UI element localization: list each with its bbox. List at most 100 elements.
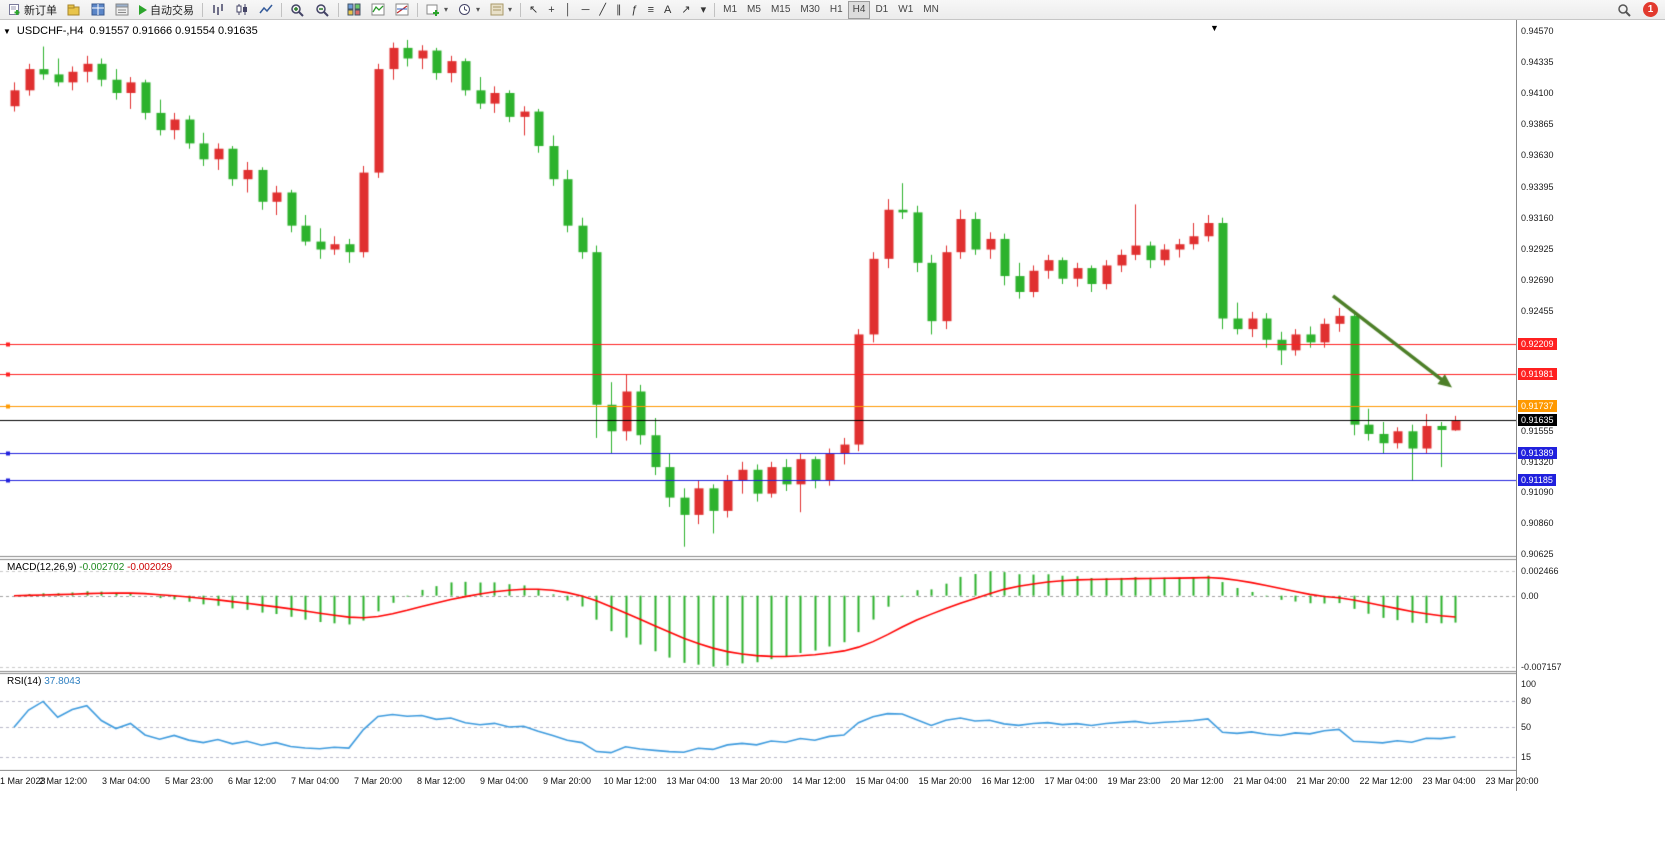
timeframe-button-mn[interactable]: MN bbox=[923, 4, 939, 15]
trendline-icon: ╱ bbox=[599, 4, 606, 16]
data-window-button[interactable] bbox=[110, 1, 134, 19]
time-axis-label: 7 Mar 20:00 bbox=[353, 776, 403, 786]
rsi-value: 37.8043 bbox=[44, 676, 81, 687]
price-tick-label: 0.93160 bbox=[1521, 212, 1554, 223]
zoom-in-button[interactable] bbox=[285, 1, 310, 19]
cycle-lines-icon: ≡ bbox=[647, 3, 655, 16]
price-tick-label: 0.94100 bbox=[1521, 87, 1554, 98]
macd-name: MACD(12,26,9) bbox=[7, 562, 77, 573]
time-axis-label: 16 Mar 12:00 bbox=[981, 776, 1035, 786]
time-axis-label: 6 Mar 12:00 bbox=[227, 776, 277, 786]
time-axis-label: 9 Mar 20:00 bbox=[542, 776, 592, 786]
toolbar-separator bbox=[714, 2, 716, 17]
trendline-button[interactable]: ╱ bbox=[594, 1, 611, 19]
equidistant-channel-icon: ∥ bbox=[616, 4, 622, 16]
timeframe-button-m15[interactable]: M15 bbox=[770, 4, 791, 15]
time-axis-label: 15 Mar 20:00 bbox=[918, 776, 972, 786]
indicators-button[interactable] bbox=[366, 1, 390, 19]
text-icon: A bbox=[664, 3, 672, 16]
time-axis-label: 13 Mar 20:00 bbox=[729, 776, 783, 786]
objects-list-icon bbox=[395, 3, 409, 16]
fibonacci-icon: ƒ bbox=[631, 3, 638, 16]
data-window-icon bbox=[115, 3, 129, 16]
profiles-button[interactable] bbox=[62, 1, 86, 19]
price-line-label-support: 0.91389 bbox=[1518, 446, 1557, 459]
price-tick-label: 0.93395 bbox=[1521, 181, 1554, 192]
cycle-lines-button[interactable]: ≡ bbox=[643, 1, 659, 19]
chevron-down-icon: ▾ bbox=[444, 5, 449, 14]
new-order-button[interactable]: 新订单 bbox=[3, 1, 62, 19]
timeframe-button-m5[interactable]: M5 bbox=[747, 4, 761, 15]
periods-button[interactable]: ▾ bbox=[453, 1, 485, 19]
text-button[interactable]: A bbox=[659, 1, 676, 19]
horizontal-line-button[interactable]: ─ bbox=[577, 1, 595, 19]
crosshair-icon: + bbox=[548, 3, 555, 16]
timeframe-button-w1[interactable]: W1 bbox=[898, 4, 914, 15]
shapes-dropdown[interactable]: ▾ bbox=[696, 1, 712, 19]
chevron-down-icon: ▾ bbox=[476, 5, 481, 14]
price-tick-label: 0.90860 bbox=[1521, 517, 1554, 528]
objects-list-button[interactable] bbox=[390, 1, 414, 19]
price-line-label-level: 0.91737 bbox=[1518, 400, 1557, 413]
crosshair-button[interactable]: + bbox=[543, 1, 559, 19]
templates-button[interactable]: ▾ bbox=[485, 1, 517, 19]
main-toolbar: 新订单 自动交易 bbox=[0, 0, 1665, 20]
price-tick-label: 0.92690 bbox=[1521, 275, 1554, 286]
line-chart-icon bbox=[259, 4, 273, 14]
chart-window: ▼ USDCHF-,H4 0.91557 0.91666 0.91554 0.9… bbox=[0, 20, 1665, 841]
autotrading-label: 自动交易 bbox=[150, 4, 194, 17]
time-axis-label: 10 Mar 12:00 bbox=[603, 776, 657, 786]
macd-scale-label: 0.002466 bbox=[1521, 566, 1559, 577]
timeframe-button-h4[interactable]: H4 bbox=[847, 0, 871, 19]
rsi-scale-label: 100 bbox=[1521, 679, 1537, 690]
tile-windows-button[interactable] bbox=[342, 1, 366, 19]
toolbar-right-group: 1 bbox=[1612, 1, 1662, 19]
time-axis[interactable]: 1 Mar 2023 2 Mar 12:00 3 Mar 04:00 5 Mar 23… bbox=[0, 774, 1539, 790]
time-axis-label: 23 Mar 04:00 bbox=[1422, 776, 1476, 786]
tile-windows-icon bbox=[347, 3, 361, 16]
timeframe-button-h1[interactable]: H1 bbox=[829, 4, 843, 15]
equidistant-channel-button[interactable]: ∥ bbox=[611, 1, 627, 19]
rsi-name: RSI(14) bbox=[7, 676, 42, 687]
clock-icon bbox=[459, 4, 471, 15]
rsi-panel-label: RSI(14) 37.8043 bbox=[7, 676, 80, 687]
new-chart-button[interactable]: ▾ bbox=[421, 1, 453, 19]
market-watch-button[interactable] bbox=[86, 1, 110, 19]
autotrading-button[interactable]: 自动交易 bbox=[134, 1, 199, 19]
line-chart-button[interactable] bbox=[254, 1, 278, 19]
drawing-tools-group: ↖ + │ ─ ╱ ∥ ƒ ≡ A ↗ ▾ bbox=[524, 1, 711, 19]
arrow-tool-button[interactable]: ↗ bbox=[676, 1, 695, 19]
timeframe-button-m30[interactable]: M30 bbox=[800, 4, 820, 15]
price-chart-canvas[interactable] bbox=[0, 20, 1516, 771]
time-axis-label: 22 Mar 12:00 bbox=[1359, 776, 1413, 786]
cursor-button[interactable]: ↖ bbox=[524, 1, 543, 19]
rsi-scale-label: 50 bbox=[1521, 722, 1532, 733]
price-axis[interactable]: 0.94570 0.94335 0.94100 0.93865 0.93630 0.933… bbox=[1516, 20, 1665, 791]
macd-scale-label: 0.00 bbox=[1521, 590, 1539, 601]
profiles-icon bbox=[67, 4, 80, 16]
bar-chart-button[interactable] bbox=[206, 1, 230, 19]
market-watch-icon bbox=[91, 3, 105, 16]
time-axis-label: 2 Mar 12:00 bbox=[38, 776, 88, 786]
time-axis-label: 15 Mar 04:00 bbox=[855, 776, 909, 786]
timeframe-button-m1[interactable]: M1 bbox=[723, 4, 738, 15]
fibonacci-button[interactable]: ƒ bbox=[627, 1, 643, 19]
toolbar-separator bbox=[202, 2, 203, 17]
timeframe-button-d1[interactable]: D1 bbox=[875, 4, 889, 15]
candlestick-chart-button[interactable] bbox=[230, 1, 254, 19]
zoom-in-icon bbox=[291, 3, 304, 17]
search-button[interactable] bbox=[1612, 1, 1637, 19]
new-order-label: 新订单 bbox=[24, 4, 57, 17]
rsi-scale-label: 15 bbox=[1521, 752, 1532, 763]
templates-icon bbox=[490, 3, 504, 16]
cursor-icon: ↖ bbox=[529, 4, 539, 16]
one-click-trading-arrow-icon[interactable]: ▼ bbox=[3, 26, 11, 36]
chart-shift-marker[interactable]: ▼ bbox=[1210, 23, 1219, 33]
time-axis-label: 5 Mar 23:00 bbox=[164, 776, 214, 786]
zoom-out-button[interactable] bbox=[310, 1, 335, 19]
vertical-line-button[interactable]: │ bbox=[560, 1, 577, 19]
price-tick-label: 0.92925 bbox=[1521, 243, 1554, 254]
notification-badge[interactable]: 1 bbox=[1643, 2, 1658, 17]
toolbar-separator bbox=[520, 2, 522, 17]
toolbar-separator bbox=[338, 2, 339, 17]
